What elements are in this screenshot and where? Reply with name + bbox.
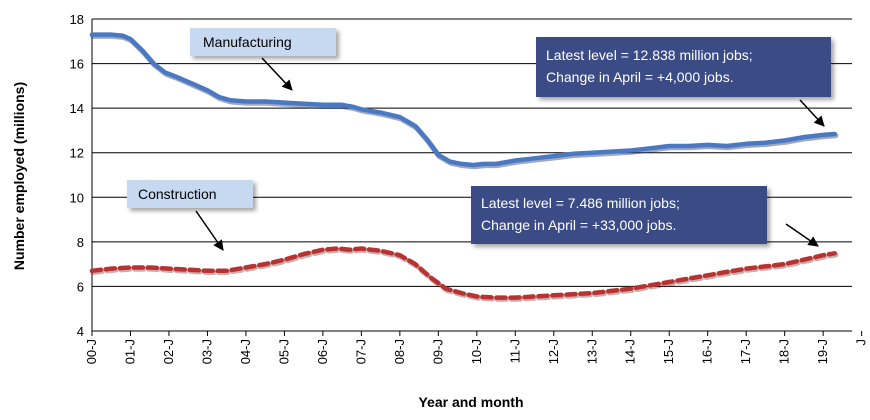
x-tick-label: 19-J (815, 339, 830, 364)
manufacturing-label-box (190, 28, 336, 56)
y-tick-label: 16 (70, 57, 84, 72)
manufacturing-callout: Latest level = 12.838 million jobs; Chan… (536, 37, 831, 97)
x-tick-label: 13-J (584, 339, 599, 364)
manufacturing-line (89, 32, 837, 168)
x-tick-labels: 00-J 01-J 02-J 03-J 04-J 05-J 06-J 07-J 08-J 09-J… (84, 331, 869, 364)
x-tick-label: 12-J (546, 339, 561, 364)
x-tick-label: 16-J (700, 339, 715, 364)
x-tick-label: 05-J (276, 339, 291, 364)
construction-label-box (127, 180, 253, 208)
x-tick-label: J (854, 339, 869, 346)
manufacturing-callout-box (536, 37, 831, 97)
x-tick-label: 00-J (84, 339, 99, 364)
x-tick-label: 08-J (392, 339, 407, 364)
manufacturing-callout-line1: Latest level = 12.838 million jobs; (546, 47, 753, 63)
construction-line (89, 246, 837, 300)
x-tick-label: 09-J (430, 339, 445, 364)
axes (91, 19, 852, 332)
x-axis-title: Year and month (418, 394, 523, 410)
construction-callout: Latest level = 7.486 million jobs; Chang… (471, 186, 767, 244)
y-tick-label: 8 (77, 235, 84, 250)
construction-label-arrow (195, 210, 224, 251)
x-tick-label: 15-J (661, 339, 676, 364)
construction-callout-arrow (785, 223, 819, 247)
construction-label: Construction (127, 180, 253, 208)
x-tick-label: 18-J (777, 339, 792, 364)
y-tick-label: 18 (70, 12, 84, 27)
construction-callout-box (471, 186, 767, 244)
x-tick-label: 03-J (199, 339, 214, 364)
x-tick-label: 06-J (315, 339, 330, 364)
manufacturing-callout-line2: Change in April = +4,000 jobs. (546, 69, 734, 85)
y-tick-label: 10 (70, 190, 84, 205)
y-axis-title: Number employed (millions) (11, 82, 27, 270)
y-tick-label: 14 (70, 101, 84, 116)
x-tick-label: 14-J (623, 339, 638, 364)
y-tick-label: 6 (77, 279, 84, 294)
x-tick-label: 04-J (238, 339, 253, 364)
x-tick-label: 10-J (469, 339, 484, 364)
construction-callout-line2: Change in April = +33,000 jobs. (481, 217, 676, 233)
y-tick-label: 12 (70, 146, 84, 161)
x-tick-label: 17-J (738, 339, 753, 364)
manufacturing-label-arrow (261, 57, 293, 91)
construction-callout-line1: Latest level = 7.486 million jobs; (481, 195, 680, 211)
construction-label-text: Construction (138, 186, 217, 202)
x-tick-label: 02-J (161, 339, 176, 364)
x-tick-label: 07-J (353, 339, 368, 364)
x-tick-label: 11-J (507, 339, 522, 363)
y-tick-labels: 4 6 8 10 12 14 16 18 (70, 12, 84, 339)
manufacturing-label-text: Manufacturing (203, 34, 292, 50)
manufacturing-label: Manufacturing (190, 28, 336, 56)
manufacturing-callout-arrow (799, 99, 825, 127)
series-layer (89, 32, 839, 302)
y-tick-label: 4 (77, 324, 84, 339)
x-tick-label: 01-J (122, 339, 137, 364)
